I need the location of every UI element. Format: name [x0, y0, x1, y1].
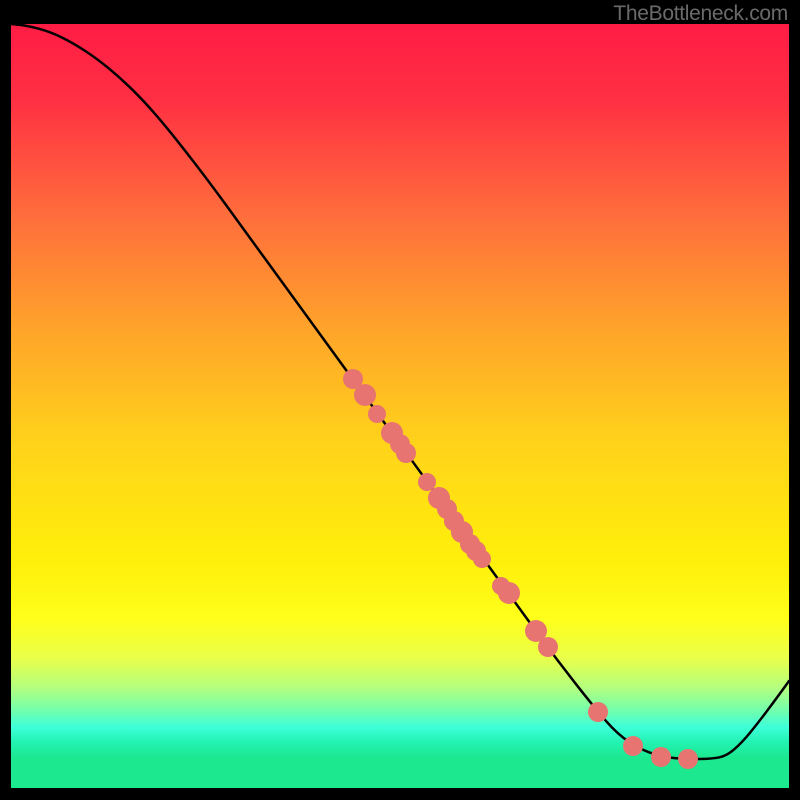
data-marker [396, 443, 416, 463]
plot-area [11, 24, 789, 788]
data-marker [498, 582, 520, 604]
data-marker [538, 637, 558, 657]
data-marker [473, 550, 491, 568]
markers-layer [11, 24, 789, 788]
data-marker [354, 384, 376, 406]
data-marker [368, 405, 386, 423]
data-marker [651, 747, 671, 767]
data-marker [588, 702, 608, 722]
data-marker [623, 736, 643, 756]
data-marker [678, 749, 698, 769]
watermark-text: TheBottleneck.com [613, 2, 788, 26]
